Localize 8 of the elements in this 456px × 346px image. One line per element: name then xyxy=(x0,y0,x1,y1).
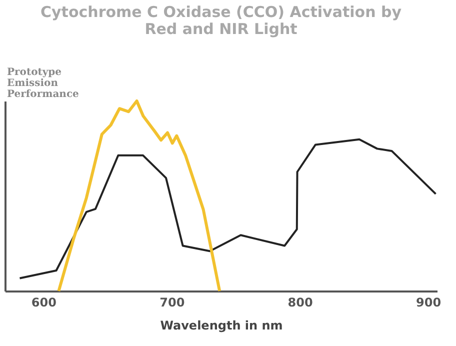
x-axis-title: Wavelength in nm xyxy=(160,318,283,332)
text: Red and NIR Light xyxy=(144,20,298,38)
x-tick-label: 700 xyxy=(160,296,185,310)
text: Cytochrome C Oxidase (CCO) Activation by xyxy=(40,3,402,21)
x-tick-label: 800 xyxy=(288,296,313,310)
x-tick-label: 600 xyxy=(31,296,56,310)
text: Prototype Emission Performance xyxy=(7,67,79,100)
x-tick-label: 900 xyxy=(416,296,442,310)
